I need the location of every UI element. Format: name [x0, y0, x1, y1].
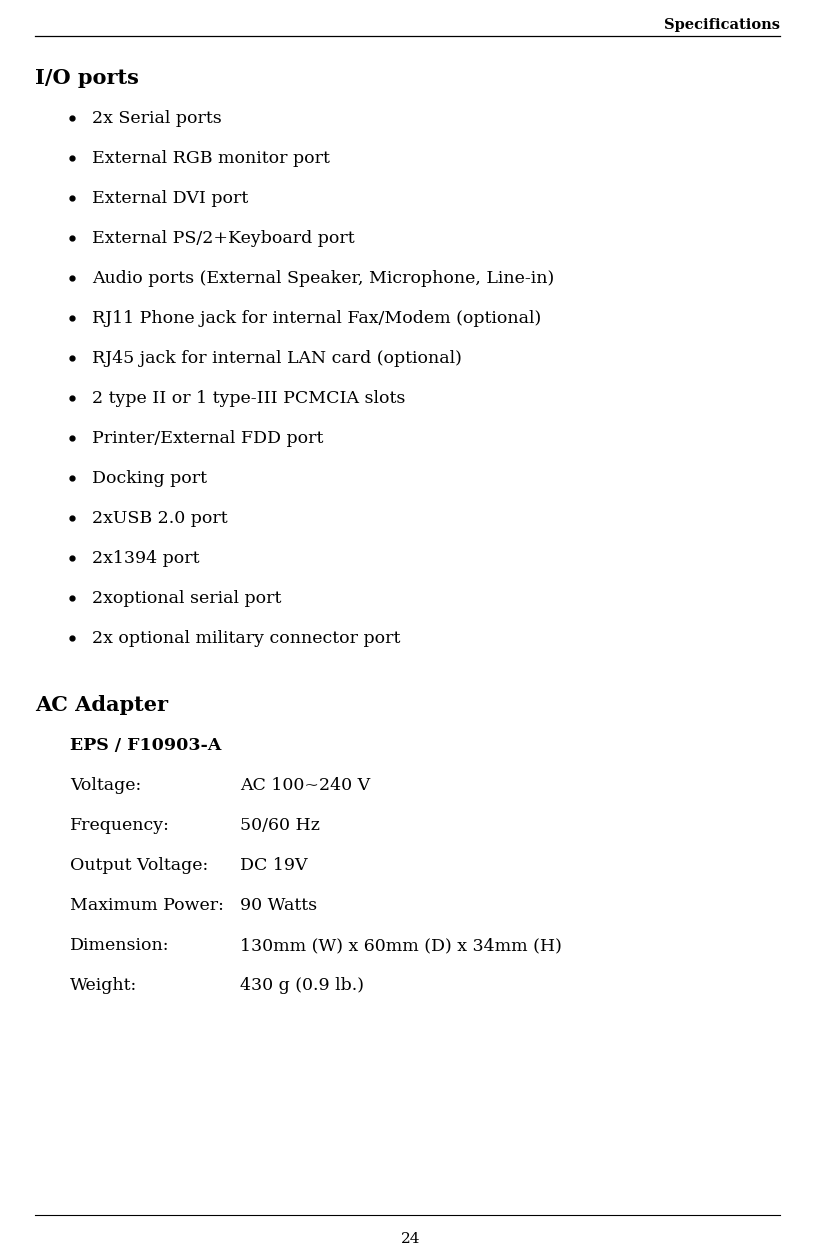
Text: 2xUSB 2.0 port: 2xUSB 2.0 port — [92, 510, 228, 527]
Text: RJ45 jack for internal LAN card (optional): RJ45 jack for internal LAN card (optiona… — [92, 350, 462, 367]
Text: Printer/External FDD port: Printer/External FDD port — [92, 430, 323, 447]
Text: AC Adapter: AC Adapter — [35, 694, 168, 714]
Text: 2xoptional serial port: 2xoptional serial port — [92, 590, 281, 607]
Text: DC 19V: DC 19V — [240, 857, 308, 874]
Text: Audio ports (External Speaker, Microphone, Line-in): Audio ports (External Speaker, Microphon… — [92, 270, 554, 287]
Text: Frequency:: Frequency: — [70, 817, 170, 834]
Text: Docking port: Docking port — [92, 470, 207, 487]
Text: AC 100~240 V: AC 100~240 V — [240, 777, 370, 794]
Text: 130mm (W) x 60mm (D) x 34mm (H): 130mm (W) x 60mm (D) x 34mm (H) — [240, 937, 562, 954]
Text: 2 type II or 1 type-III PCMCIA slots: 2 type II or 1 type-III PCMCIA slots — [92, 390, 406, 407]
Text: 90 Watts: 90 Watts — [240, 897, 317, 914]
Text: Weight:: Weight: — [70, 977, 137, 994]
Text: External PS/2+Keyboard port: External PS/2+Keyboard port — [92, 230, 355, 247]
Text: I/O ports: I/O ports — [35, 67, 139, 87]
Text: Specifications: Specifications — [664, 17, 780, 32]
Text: Dimension:: Dimension: — [70, 937, 170, 954]
Text: Voltage:: Voltage: — [70, 777, 142, 794]
Text: 50/60 Hz: 50/60 Hz — [240, 817, 320, 834]
Text: Output Voltage:: Output Voltage: — [70, 857, 208, 874]
Text: 2x optional military connector port: 2x optional military connector port — [92, 629, 400, 647]
Text: RJ11 Phone jack for internal Fax/Modem (optional): RJ11 Phone jack for internal Fax/Modem (… — [92, 310, 542, 327]
Text: External DVI port: External DVI port — [92, 190, 249, 207]
Text: 24: 24 — [402, 1232, 421, 1247]
Text: 430 g (0.9 lb.): 430 g (0.9 lb.) — [240, 977, 364, 994]
Text: Maximum Power:: Maximum Power: — [70, 897, 224, 914]
Text: 2x1394 port: 2x1394 port — [92, 550, 199, 567]
Text: External RGB monitor port: External RGB monitor port — [92, 150, 330, 167]
Text: EPS / F10903-A: EPS / F10903-A — [70, 737, 221, 754]
Text: 2x Serial ports: 2x Serial ports — [92, 110, 221, 127]
